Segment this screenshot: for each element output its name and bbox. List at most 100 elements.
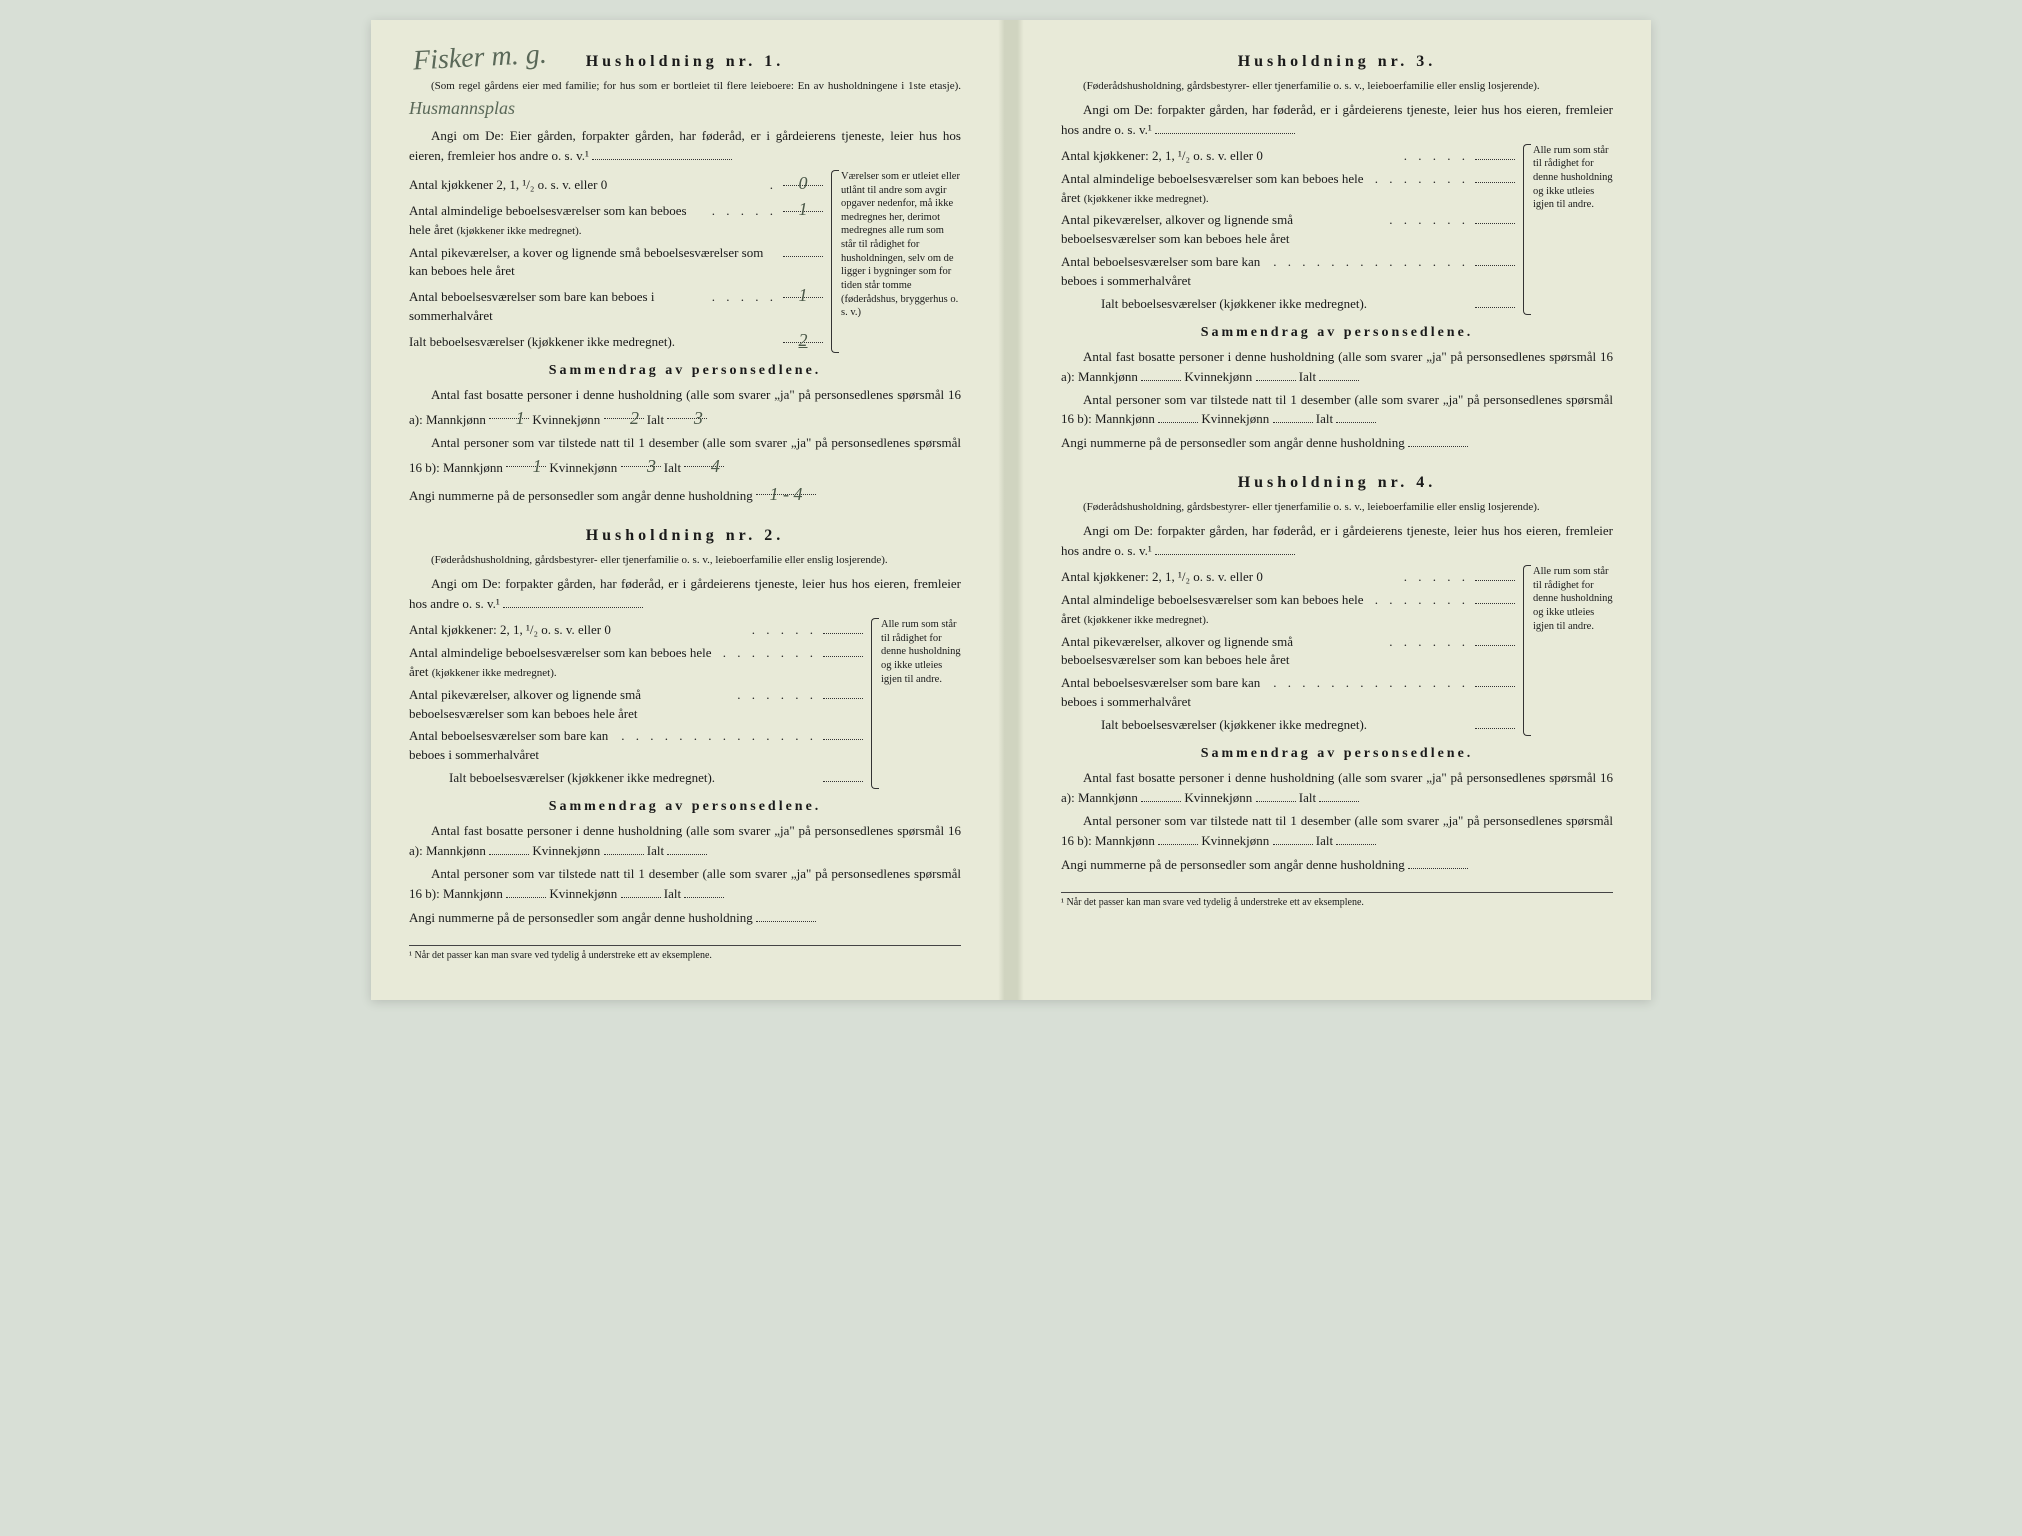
kitchens-value bbox=[1475, 565, 1515, 581]
room-value bbox=[783, 241, 823, 257]
num-value bbox=[1408, 855, 1468, 869]
side-note-1: Værelser som er utleiet eller utlånt til… bbox=[831, 170, 961, 353]
kitchens-label: Antal kjøkkener: 2, 1, ¹/₂ o. s. v. elle… bbox=[1061, 147, 1398, 166]
dots: . . . . . . . bbox=[1369, 591, 1475, 610]
ialt-label: Ialt bbox=[1316, 833, 1333, 848]
room-line-0: Antal almindelige beboelsesværelser som … bbox=[409, 641, 863, 682]
ialt-label: Ialt bbox=[664, 460, 681, 475]
kitchens-line: Antal kjøkkener: 2, 1, ¹/₂ o. s. v. elle… bbox=[409, 618, 863, 640]
dots: . . . . . . bbox=[1383, 211, 1475, 230]
household-4-angi: Angi om De: forpakter gården, har føderå… bbox=[1061, 522, 1613, 561]
num-label: Angi nummerne på de personsedler som ang… bbox=[409, 910, 753, 925]
val-m: 1 bbox=[489, 405, 529, 419]
angi-blank bbox=[1155, 541, 1295, 555]
ialt-label: Ialt bbox=[647, 843, 664, 858]
dots: . . . . . bbox=[1398, 147, 1475, 166]
val-k bbox=[621, 884, 661, 898]
side-note-text: Alle rum som står til rådighet for denne… bbox=[1533, 145, 1613, 211]
ialt-label: Ialt bbox=[647, 412, 664, 427]
total-line: Ialt beboelsesværelser (kjøkkener ikke m… bbox=[1061, 713, 1515, 735]
room-line-1: Antal pikeværelser, alkover og lignende … bbox=[1061, 208, 1515, 249]
angi-text: Angi om De: forpakter gården, har føderå… bbox=[1061, 523, 1613, 558]
dots: . . . . . . . bbox=[1369, 170, 1475, 189]
room-label: Antal pikeværelser, alkover og lignende … bbox=[1061, 633, 1383, 671]
room-value bbox=[823, 683, 863, 699]
room-label: Antal pikeværelser, alkover og lignende … bbox=[409, 686, 731, 724]
room-label: Antal beboelsesværelser som bare kan beb… bbox=[409, 288, 706, 326]
dots: . bbox=[764, 176, 783, 195]
dots: . . . . . . . . . . . . . . bbox=[1267, 253, 1475, 272]
angi-text: Angi om De: forpakter gården, har føderå… bbox=[1061, 102, 1613, 137]
val-m: 1 bbox=[506, 453, 546, 467]
household-3-angi: Angi om De: forpakter gården, har føderå… bbox=[1061, 101, 1613, 140]
kvinnekjonn-label: Kvinnekjønn bbox=[549, 886, 617, 901]
room-value bbox=[1475, 588, 1515, 604]
total-value bbox=[1475, 292, 1515, 308]
num-label: Angi nummerne på de personsedler som ang… bbox=[1061, 857, 1405, 872]
angi-blank bbox=[1155, 120, 1295, 134]
room-value bbox=[1475, 167, 1515, 183]
room-label: Antal almindelige beboelsesværelser som … bbox=[1061, 591, 1369, 629]
rooms-main: Antal kjøkkener: 2, 1, ¹/₂ o. s. v. elle… bbox=[409, 618, 863, 789]
num-line: Angi nummerne på de personsedler som ang… bbox=[1061, 855, 1613, 875]
num-line: Angi nummerne på de personsedler som ang… bbox=[1061, 433, 1613, 453]
room-line-2: Antal beboelsesværelser som bare kan beb… bbox=[1061, 250, 1515, 291]
household-1: Husholdning nr. 1. (Som regel gårdens ei… bbox=[409, 50, 961, 506]
num-value bbox=[756, 908, 816, 922]
val-m bbox=[1141, 367, 1181, 381]
room-label: Antal pikeværelser, a kover og lignende … bbox=[409, 244, 783, 282]
kvinnekjonn-label: Kvinnekjønn bbox=[532, 412, 600, 427]
kitchens-line: Antal kjøkkener 2, 1, ¹/₂ o. s. v. eller… bbox=[409, 170, 823, 195]
handwritten-subtitle: Husmannsplas bbox=[409, 98, 515, 118]
room-line-1: Antal pikeværelser, a kover og lignende … bbox=[409, 241, 823, 282]
ialt-label: Ialt bbox=[664, 886, 681, 901]
dots: . . . . . . . bbox=[717, 644, 823, 663]
household-2-rooms-section: Antal kjøkkener: 2, 1, ¹/₂ o. s. v. elle… bbox=[409, 618, 961, 789]
val-i bbox=[1319, 367, 1359, 381]
household-3-title: Husholdning nr. 3. bbox=[1061, 50, 1613, 73]
summary-16b: Antal personer som var tilstede natt til… bbox=[409, 434, 961, 478]
kvinnekjonn-label: Kvinnekjønn bbox=[1184, 790, 1252, 805]
angi-text: Angi om De: forpakter gården, har føderå… bbox=[409, 576, 961, 611]
num-value: 1 - 4 bbox=[756, 481, 816, 495]
ialt-label: Ialt bbox=[1299, 790, 1316, 805]
side-note-text: Værelser som er utleiet eller utlånt til… bbox=[841, 171, 960, 318]
summary-title-4: Sammendrag av personsedlene. bbox=[1061, 744, 1613, 764]
summary-16a: Antal fast bosatte personer i denne hush… bbox=[1061, 348, 1613, 387]
total-label: Ialt beboelsesværelser (kjøkkener ikke m… bbox=[409, 333, 783, 352]
summary-title-2: Sammendrag av personsedlene. bbox=[409, 797, 961, 817]
dots: . . . . . bbox=[746, 621, 823, 640]
total-line: Ialt beboelsesværelser (kjøkkener ikke m… bbox=[409, 327, 823, 352]
room-value bbox=[1475, 671, 1515, 687]
angi-blank bbox=[503, 594, 643, 608]
handwritten-header: Fisker m. g. bbox=[412, 35, 548, 83]
summary-title-3: Sammendrag av personsedlene. bbox=[1061, 323, 1613, 343]
total-line: Ialt beboelsesværelser (kjøkkener ikke m… bbox=[1061, 292, 1515, 314]
total-label: Ialt beboelsesværelser (kjøkkener ikke m… bbox=[449, 769, 823, 788]
val-i bbox=[1336, 831, 1376, 845]
val-k bbox=[1256, 788, 1296, 802]
ialt-label: Ialt bbox=[1316, 411, 1333, 426]
dots: . . . . . . bbox=[1383, 633, 1475, 652]
room-line-2: Antal beboelsesværelser som bare kan beb… bbox=[409, 282, 823, 326]
side-note-text: Alle rum som står til rådighet for denne… bbox=[1533, 566, 1613, 632]
room-label: Antal pikeværelser, alkover og lignende … bbox=[1061, 211, 1383, 249]
kvinnekjonn-label: Kvinnekjønn bbox=[1201, 833, 1269, 848]
room-label: Antal almindelige beboelsesværelser som … bbox=[409, 644, 717, 682]
kitchens-value bbox=[1475, 144, 1515, 160]
kitchens-label: Antal kjøkkener: 2, 1, ¹/₂ o. s. v. elle… bbox=[409, 621, 746, 640]
household-4: Husholdning nr. 4. (Føderådshusholdning,… bbox=[1061, 471, 1613, 874]
kvinnekjonn-label: Kvinnekjønn bbox=[549, 460, 617, 475]
summary-16a: Antal fast bosatte personer i denne hush… bbox=[409, 386, 961, 430]
kitchens-line: Antal kjøkkener: 2, 1, ¹/₂ o. s. v. elle… bbox=[1061, 144, 1515, 166]
total-label: Ialt beboelsesværelser (kjøkkener ikke m… bbox=[1101, 295, 1475, 314]
val-m bbox=[1158, 831, 1198, 845]
val-m bbox=[506, 884, 546, 898]
val-k bbox=[604, 841, 644, 855]
dots: . . . . . bbox=[1398, 568, 1475, 587]
household-3: Husholdning nr. 3. (Føderådshusholdning,… bbox=[1061, 50, 1613, 453]
total-value bbox=[1475, 713, 1515, 729]
kvinnekjonn-label: Kvinnekjønn bbox=[1201, 411, 1269, 426]
brace-icon bbox=[1523, 565, 1531, 736]
side-note-2: Alle rum som står til rådighet for denne… bbox=[871, 618, 961, 789]
